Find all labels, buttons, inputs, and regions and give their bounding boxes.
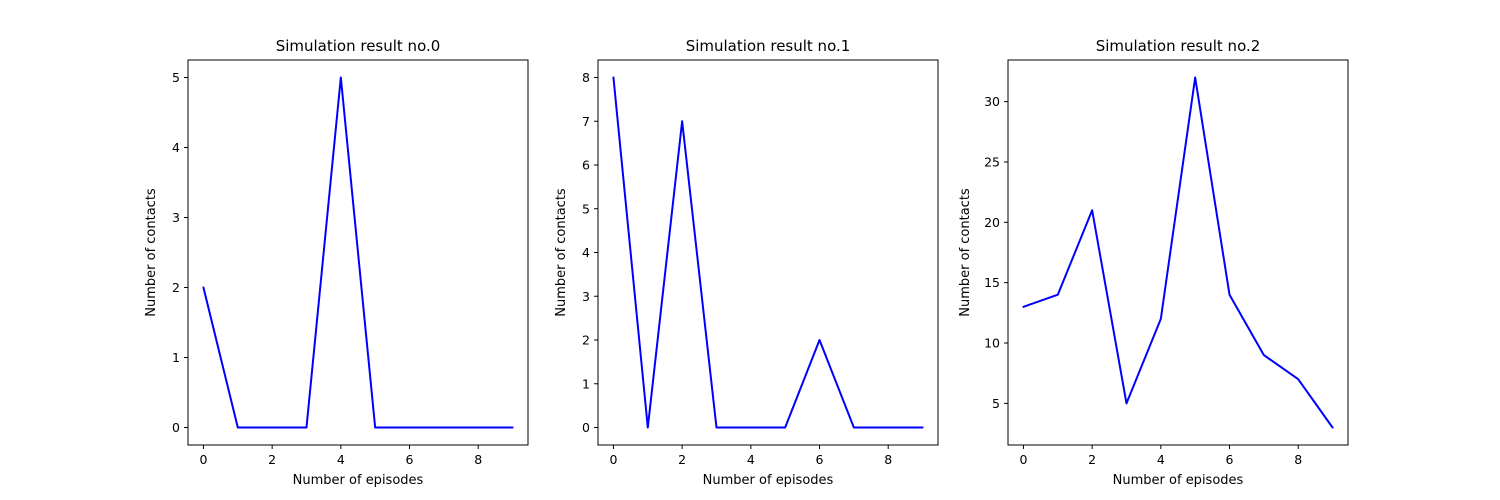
data-point	[1091, 209, 1093, 212]
data-point	[1331, 426, 1334, 429]
series-line	[202, 76, 514, 429]
y-tick-label: 7	[582, 114, 590, 129]
data-point	[443, 426, 445, 429]
axes-frame	[1007, 59, 1349, 446]
y-tick-label: 15	[984, 275, 1000, 290]
y-axis-label: Number of contacts	[144, 188, 159, 317]
x-tick-label: 8	[474, 452, 482, 467]
x-tick-label: 2	[268, 452, 276, 467]
data-point	[1263, 354, 1265, 356]
y-tick-label: 10	[984, 336, 1000, 351]
data-point	[921, 426, 924, 429]
x-tick-label: 0	[1019, 452, 1027, 467]
chart-title: Simulation result no.0	[276, 37, 441, 55]
x-axis-label: Number of episodes	[293, 473, 424, 488]
data-point	[1228, 293, 1231, 296]
chart-title: Simulation result no.2	[1096, 37, 1261, 55]
data-point	[681, 120, 683, 123]
data-point	[408, 426, 411, 429]
y-tick-label: 25	[984, 154, 1000, 169]
x-tick-label: 2	[678, 452, 686, 467]
x-tick-label: 4	[747, 452, 755, 467]
x-tick-label: 0	[199, 452, 207, 467]
y-tick-label: 1	[172, 350, 180, 365]
x-tick-label: 8	[884, 452, 892, 467]
y-tick-label: 5	[992, 396, 1000, 411]
axes-frame	[187, 59, 529, 446]
data-point	[340, 76, 342, 79]
data-point	[1022, 306, 1025, 308]
data-point	[818, 339, 821, 341]
data-point	[784, 426, 786, 429]
data-point	[1160, 318, 1162, 320]
y-tick-label: 5	[582, 201, 590, 216]
data-point	[202, 286, 205, 289]
data-point	[853, 426, 855, 429]
data-point	[374, 426, 376, 429]
y-tick-label: 1	[582, 376, 590, 391]
data-point	[477, 426, 480, 429]
data-point	[1056, 293, 1059, 296]
data-point	[1125, 402, 1128, 405]
data-point	[236, 426, 239, 429]
axes-frame	[597, 59, 939, 446]
chart-panel-0: 0 2 4 6 8 0 1 2 3 4 5 Simulation result no.0 Number …	[144, 37, 529, 488]
y-tick-label: 2	[582, 333, 590, 348]
y-tick-label: 20	[984, 215, 1000, 230]
y-tick-label: 0	[582, 420, 590, 435]
chart-panel-2: 0 2 4 6 8 5 10 15 20 25 30 Simulation result no.2 Nu…	[958, 37, 1349, 488]
data-point	[646, 426, 649, 429]
x-tick-label: 4	[337, 452, 345, 467]
chart-title: Simulation result no.1	[686, 37, 851, 55]
y-tick-label: 4	[172, 140, 180, 155]
y-axis-label: Number of contacts	[958, 188, 973, 317]
y-tick-label: 8	[582, 70, 590, 85]
y-tick-label: 3	[582, 289, 590, 304]
data-point	[612, 76, 615, 79]
y-axis-label: Number of contacts	[554, 188, 569, 317]
x-tick-label: 0	[609, 452, 617, 467]
data-point	[1194, 76, 1196, 79]
y-tick-label: 6	[582, 158, 590, 173]
y-tick-label: 0	[172, 420, 180, 435]
data-point	[511, 426, 514, 429]
x-tick-label: 6	[816, 452, 824, 467]
x-tick-label: 8	[1294, 452, 1302, 467]
data-point	[1297, 378, 1300, 381]
chart-panel-1: 0 2 4 6 8 0 1 2 3 4 5 6 7 8 Simulation result no.1 Numb…	[554, 37, 939, 488]
data-point	[750, 426, 752, 429]
data-point	[271, 426, 273, 429]
y-tick-label: 3	[172, 210, 180, 225]
y-tick-label: 5	[172, 70, 180, 85]
x-tick-label: 6	[406, 452, 414, 467]
y-tick-label: 4	[582, 245, 590, 260]
x-tick-label: 2	[1088, 452, 1096, 467]
data-point	[887, 426, 890, 429]
x-axis-label: Number of episodes	[1113, 473, 1244, 488]
x-tick-label: 6	[1226, 452, 1234, 467]
y-tick-label: 2	[172, 280, 180, 295]
x-tick-label: 4	[1157, 452, 1165, 467]
data-point	[715, 426, 718, 429]
data-point	[305, 426, 308, 429]
y-tick-label: 30	[984, 94, 1000, 109]
x-axis-label: Number of episodes	[703, 473, 834, 488]
series-line	[612, 76, 924, 429]
series-line	[1022, 76, 1334, 429]
